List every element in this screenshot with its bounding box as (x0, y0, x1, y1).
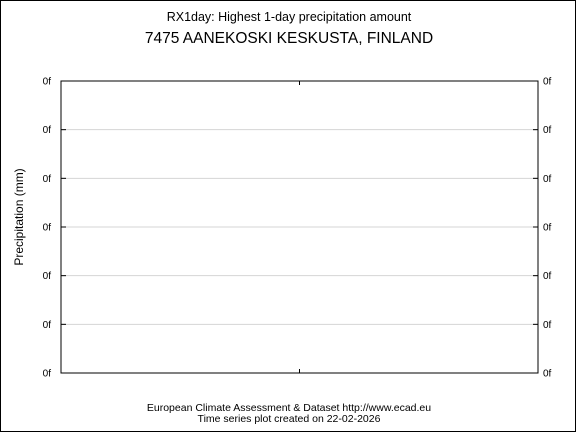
y-tick-label-left: 0f (43, 369, 52, 380)
y-tick-label-right: 0f (543, 223, 552, 234)
y-tick-label-right: 0f (543, 271, 552, 282)
y-tick-label-left: 0f (43, 320, 52, 331)
y-tick-label-left: 0f (43, 174, 52, 185)
y-tick-label-right: 0f (543, 320, 552, 331)
y-tick-label-right: 0f (543, 125, 552, 136)
y-axis-label: Precipitation (mm) (12, 168, 26, 265)
y-tick-label-left: 0f (43, 271, 52, 282)
y-tick-label-right: 0f (543, 174, 552, 185)
chart-subtitle: 7475 AANEKOSKI KESKUSTA, FINLAND (145, 30, 433, 47)
axis-ticks: 0f 0f 0f 0f 0f 0f 0f 0f 0f 0f 0f 0f 0f 0f (43, 77, 552, 380)
y-tick-label-left: 0f (43, 223, 52, 234)
grid-lines (61, 129, 538, 325)
y-tick-label-right: 0f (543, 77, 552, 88)
y-tick-label-left: 0f (43, 125, 52, 136)
y-tick-label-right: 0f (543, 369, 552, 380)
chart-title: RX1day: Highest 1-day precipitation amou… (167, 10, 412, 24)
footer-source: European Climate Assessment & Dataset ht… (147, 402, 431, 414)
footer-created: Time series plot created on 22-02-2026 (198, 413, 381, 425)
y-tick-label-left: 0f (43, 77, 52, 88)
